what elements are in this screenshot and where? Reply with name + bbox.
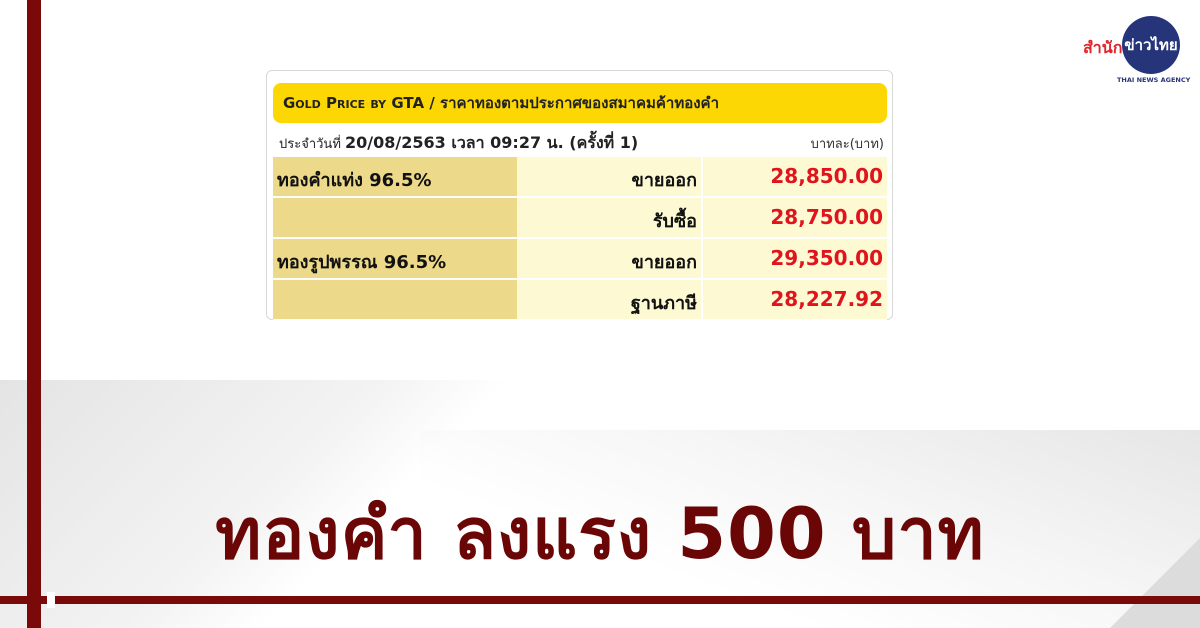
item-name xyxy=(273,198,517,237)
logo-subtitle: THAI NEWS AGENCY xyxy=(1117,76,1191,84)
table-row: ทองรูปพรรณ 96.5% ขายออก 29,350.00 xyxy=(273,239,887,280)
table-row: รับซื้อ 28,750.00 xyxy=(273,198,887,239)
bar-gap xyxy=(47,592,55,608)
date-prefix: ประจำวันที่ xyxy=(279,137,346,152)
item-name: ทองรูปพรรณ 96.5% xyxy=(273,239,517,278)
price-type: ขายออก xyxy=(517,239,703,278)
unit-label: บาทละ(บาท) xyxy=(810,137,884,152)
header-thai: / ราคาทองตามประกาศของสมาคมค้าทองคำ xyxy=(424,94,719,112)
logo-circle-text: ข่าวไทย xyxy=(1124,36,1178,54)
item-name xyxy=(273,280,517,319)
gold-price-card: Gold Price by GTA / ราคาทองตามประกาศของส… xyxy=(266,70,893,321)
thai-news-agency-logo: สำนัก ข่าวไทย THAI NEWS AGENCY xyxy=(1080,16,1190,86)
headline: ทองคำ ลงแรง 500 บาท xyxy=(215,493,985,575)
date-line: ประจำวันที่ 20/08/2563 เวลา 09:27 น. (คร… xyxy=(279,131,638,156)
header-title: Gold Price by GTA xyxy=(283,94,425,112)
table-row: ทองคำแท่ง 96.5% ขายออก 28,850.00 xyxy=(273,157,887,198)
price-type: ขายออก xyxy=(517,157,703,196)
price-value: 29,350.00 xyxy=(703,239,887,278)
card-header: Gold Price by GTA / ราคาทองตามประกาศของส… xyxy=(273,83,887,123)
table-row: ฐานภาษี 28,227.92 xyxy=(273,280,887,321)
background-shade xyxy=(420,430,1200,628)
date-value: 20/08/2563 เวลา 09:27 น. (ครั้งที่ 1) xyxy=(345,133,639,152)
price-value: 28,227.92 xyxy=(703,280,887,319)
item-name: ทองคำแท่ง 96.5% xyxy=(273,157,517,196)
horizontal-accent-bar xyxy=(0,596,1200,604)
price-type: รับซื้อ xyxy=(517,198,703,237)
price-table: ทองคำแท่ง 96.5% ขายออก 28,850.00 รับซื้อ 28… xyxy=(273,157,887,321)
logo-red-text: สำนัก xyxy=(1083,38,1123,57)
logo-circle: ข่าวไทย xyxy=(1122,16,1180,74)
price-value: 28,750.00 xyxy=(703,198,887,237)
price-value: 28,850.00 xyxy=(703,157,887,196)
price-type: ฐานภาษี xyxy=(517,280,703,319)
background-corner xyxy=(1110,538,1200,628)
vertical-accent-bar xyxy=(27,0,41,628)
